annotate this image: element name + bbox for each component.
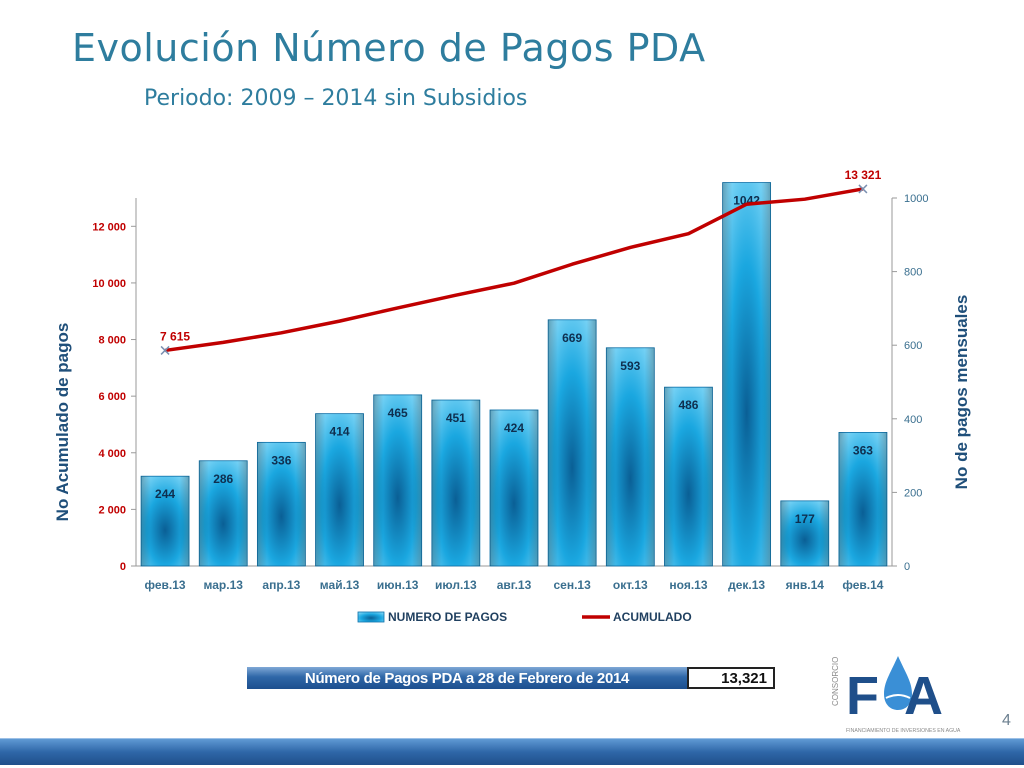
bar-shade xyxy=(722,182,771,566)
left-tick-label: 4 000 xyxy=(98,448,126,460)
bar-shade xyxy=(548,319,597,566)
legend-swatch-bars xyxy=(357,611,385,623)
left-tick-label: 10 000 xyxy=(92,278,126,290)
bar-value-label: 363 xyxy=(853,443,873,457)
acumulado-line xyxy=(164,187,864,353)
bar-shade xyxy=(315,413,364,566)
category-label: мар.13 xyxy=(204,578,244,592)
category-label: июн.13 xyxy=(377,578,419,592)
logo-text: FA xyxy=(846,666,971,726)
bar-value-label: 286 xyxy=(213,472,233,486)
bar-shade xyxy=(606,347,655,566)
line-value-label: 13 321 xyxy=(845,168,882,182)
logo-side-text: CONSORCIO xyxy=(831,657,840,706)
right-tick-label: 400 xyxy=(904,414,922,426)
bar-value-label: 336 xyxy=(271,453,291,467)
right-tick-label: 800 xyxy=(904,267,922,279)
summary-box: Número de Pagos PDA a 28 de Febrero de 2… xyxy=(247,667,775,689)
bar-shade xyxy=(490,409,538,566)
footer-bar xyxy=(0,738,1024,765)
category-label: авг.13 xyxy=(497,578,532,592)
page-subtitle: Periodo: 2009 – 2014 sin Subsidios xyxy=(144,86,528,111)
category-label: июл.13 xyxy=(435,578,477,592)
logo-tagline: FINANCIAMIENTO DE INVERSIONES EN AGUA xyxy=(846,728,961,734)
bar-shade xyxy=(199,460,248,566)
line-marker xyxy=(858,184,868,194)
bar-shade xyxy=(257,442,306,566)
bar-value-label: 465 xyxy=(388,406,408,420)
page-number: 4 xyxy=(1002,712,1011,729)
summary-label: Número de Pagos PDA a 28 de Febrero de 2… xyxy=(247,667,687,689)
category-label: май.13 xyxy=(320,578,360,592)
left-axis-title: No Acumulado de pagos xyxy=(53,323,72,522)
page-title: Evolución Número de Pagos PDA xyxy=(72,26,706,70)
right-axis-title: No de pagos mensuales xyxy=(952,295,971,490)
category-label: сен.13 xyxy=(554,578,592,592)
line-value-label: 7 615 xyxy=(160,329,190,343)
bar-value-label: 244 xyxy=(155,487,175,501)
left-tick-label: 8 000 xyxy=(98,335,126,347)
right-tick-label: 200 xyxy=(904,487,922,499)
category-label: фев.13 xyxy=(145,578,186,592)
left-tick-label: 0 xyxy=(120,561,126,573)
bar-value-label: 486 xyxy=(678,398,698,412)
bar-value-label: 424 xyxy=(504,421,524,435)
category-label: фев.14 xyxy=(842,578,883,592)
category-label: янв.14 xyxy=(786,578,825,592)
bar-shade xyxy=(664,387,713,566)
legend-label-line: ACUMULADO xyxy=(613,610,692,624)
legend-label-bars: NUMERO DE PAGOS xyxy=(388,610,507,624)
bar-shade xyxy=(373,394,422,566)
bar-shade xyxy=(780,500,829,566)
bar-shade xyxy=(838,432,887,566)
bar-value-label: 451 xyxy=(446,411,466,425)
summary-value: 13,321 xyxy=(687,667,775,689)
bar-value-label: 669 xyxy=(562,331,582,345)
right-tick-label: 600 xyxy=(904,340,922,352)
bar-value-label: 177 xyxy=(795,512,815,526)
left-tick-label: 2 000 xyxy=(98,504,126,516)
category-label: апр.13 xyxy=(262,578,300,592)
bar-value-label: 414 xyxy=(330,425,350,439)
left-tick-label: 6 000 xyxy=(98,391,126,403)
bar-value-label: 593 xyxy=(620,359,640,373)
line-marker xyxy=(160,345,170,355)
bar-shade xyxy=(431,400,480,566)
combo-chart: 0 2 000 4 000 6 000 8 000 10 000 12 000 0 200 400… xyxy=(53,168,971,624)
category-label: дек.13 xyxy=(728,578,765,592)
bar-shade xyxy=(141,476,190,566)
left-tick-label: 12 000 xyxy=(92,221,126,233)
category-label: окт.13 xyxy=(613,578,648,592)
category-label: ноя.13 xyxy=(669,578,707,592)
right-tick-label: 0 xyxy=(904,561,910,573)
consortium-logo: CONSORCIO FA FINANCIAMIENTO DE INVERSION… xyxy=(831,656,971,734)
right-tick-label: 1000 xyxy=(904,193,928,205)
